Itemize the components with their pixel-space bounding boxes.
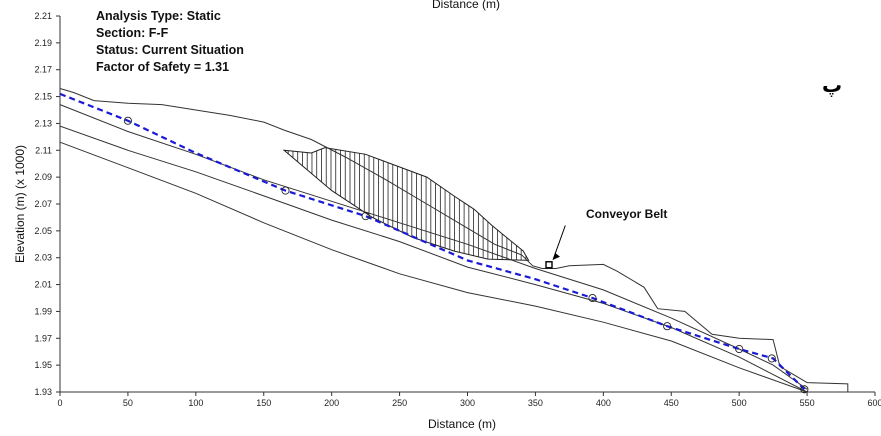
y-tick-label: 2.01 xyxy=(34,280,52,290)
failure-surface xyxy=(59,92,806,391)
y-axis-title: Elevation (m) (x 1000) xyxy=(13,145,27,263)
x-tick-label: 100 xyxy=(188,398,203,408)
factor-of-safety-text: Factor of Safety = 1.31 xyxy=(96,60,229,74)
x-tick-label: 200 xyxy=(324,398,339,408)
y-tick-label: 2.11 xyxy=(35,145,52,155)
x-tick-label: 600 xyxy=(867,398,881,408)
x-tick-label: 550 xyxy=(800,398,815,408)
y-tick-label: 2.05 xyxy=(34,226,52,236)
x-tick-label: 50 xyxy=(123,398,133,408)
analysis-type-text: Analysis Type: Static xyxy=(96,9,221,23)
tick-labels: 0 50 100 150 200 250 300 350 400 450 500 550 600 1.93… xyxy=(34,11,881,408)
slice-marker xyxy=(123,116,132,125)
top-distance-label: Distance (m) xyxy=(432,0,500,11)
x-tick-label: 150 xyxy=(256,398,271,408)
slice-marker xyxy=(735,344,744,354)
hatched-failure-mass xyxy=(282,147,530,261)
y-tick-label: 2.13 xyxy=(34,118,52,128)
x-tick-label: 450 xyxy=(664,398,679,408)
slice-marker xyxy=(800,385,809,394)
y-tick-label: 1.93 xyxy=(34,387,52,397)
layer-1-line xyxy=(59,104,808,390)
x-tick-label: 350 xyxy=(528,398,543,408)
y-tick-label: 2.03 xyxy=(34,253,52,263)
status-text: Status: Current Situation xyxy=(96,43,244,57)
y-tick-label: 2.19 xyxy=(34,38,52,48)
y-tick-label: 2.17 xyxy=(34,65,52,75)
slice-marker xyxy=(281,186,290,195)
x-tick-label: 400 xyxy=(596,398,611,408)
failure-surface-line xyxy=(59,92,806,391)
layer-2-line xyxy=(59,125,808,393)
x-tick-label: 300 xyxy=(460,398,475,408)
conveyor-arrow-head xyxy=(553,252,560,260)
slice-marker xyxy=(588,293,597,303)
x-tick-label: 250 xyxy=(392,398,407,408)
ground-surface-line xyxy=(59,88,849,392)
x-axis-title: Distance (m) xyxy=(428,417,496,431)
y-tick-label: 2.09 xyxy=(34,172,52,182)
slice-marker xyxy=(361,212,370,221)
y-tick-label: 1.97 xyxy=(34,333,52,343)
info-box: Analysis Type: Static Section: F-F Statu… xyxy=(96,9,244,74)
corner-mark: پ xyxy=(822,73,842,97)
y-tick-label: 1.95 xyxy=(34,360,52,370)
hatched-zone-outline xyxy=(282,147,530,261)
conveyor-belt-box xyxy=(545,261,553,269)
material-boundaries xyxy=(59,88,849,393)
slice-marker xyxy=(767,354,776,363)
y-tick-label: 1.99 xyxy=(34,306,52,316)
x-tick-label: 500 xyxy=(732,398,747,408)
slice-marker xyxy=(663,322,672,331)
slice-markers xyxy=(123,116,809,394)
y-tick-label: 2.07 xyxy=(34,199,52,209)
conveyor-belt-marker xyxy=(545,225,566,269)
conveyor-belt-label: Conveyor Belt xyxy=(586,207,667,221)
x-tick-label: 0 xyxy=(57,398,62,408)
section-text: Section: F-F xyxy=(96,26,169,40)
layer-3-line xyxy=(59,141,808,393)
y-tick-label: 2.15 xyxy=(34,92,52,102)
y-tick-label: 2.21 xyxy=(34,11,52,21)
